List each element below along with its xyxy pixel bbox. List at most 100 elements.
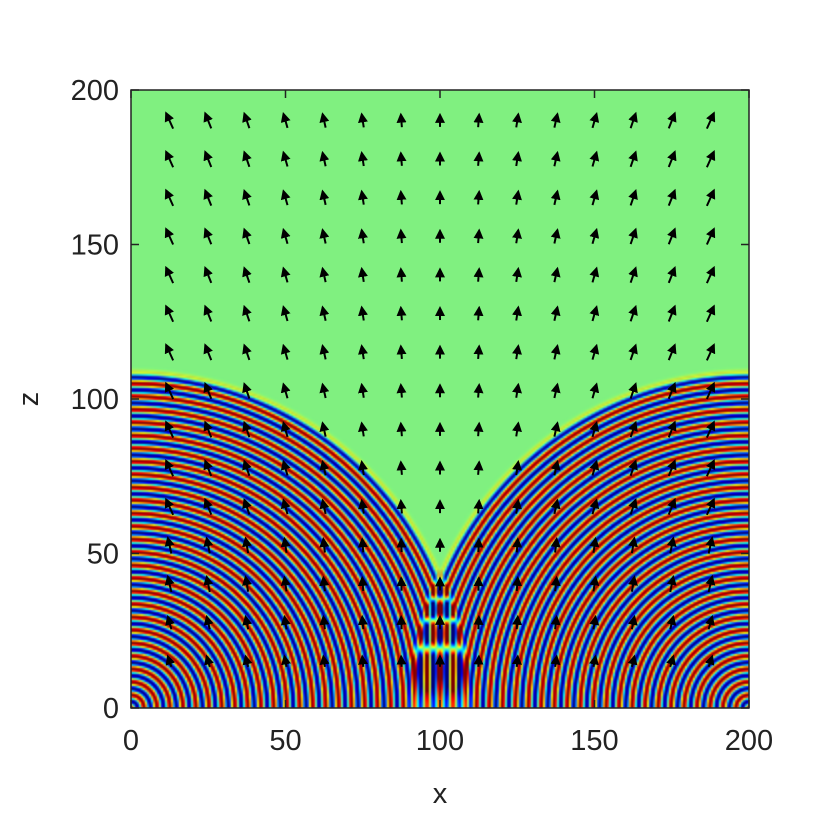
quiver-arrow <box>667 459 677 477</box>
quiver-arrow <box>319 343 330 360</box>
quiver-arrow <box>473 112 484 128</box>
quiver-arrow <box>628 266 638 283</box>
quiver-arrow <box>589 498 600 515</box>
y-tick-label: 0 <box>103 693 119 725</box>
quiver-arrow <box>358 228 368 244</box>
quiver-arrow <box>589 536 600 553</box>
quiver-arrows <box>164 111 716 668</box>
quiver-arrow <box>203 536 214 554</box>
quiver-arrow <box>242 575 252 592</box>
quiver-arrow <box>550 112 561 128</box>
quiver-arrow <box>628 111 638 129</box>
quiver-arrow <box>512 266 522 283</box>
quiver-arrow <box>281 654 291 668</box>
quiver-arrow <box>628 189 638 206</box>
quiver-arrow <box>280 111 291 129</box>
quiver-arrow <box>358 654 368 667</box>
quiver-arrow <box>319 150 330 167</box>
x-tick-label: 100 <box>416 725 464 757</box>
quiver-arrow <box>512 305 522 321</box>
quiver-arrow <box>164 265 175 284</box>
quiver-arrow <box>357 537 368 553</box>
y-axis-label: z <box>13 392 45 407</box>
quiver-arrow <box>705 188 716 207</box>
quiver-arrow <box>512 421 522 437</box>
quiver-arrow <box>473 460 484 475</box>
quiver-arrow <box>550 575 561 592</box>
quiver-arrow <box>628 227 638 245</box>
y-tick-label: 150 <box>71 230 119 262</box>
y-tick-label: 200 <box>71 75 119 107</box>
quiver-arrow <box>396 576 407 591</box>
quiver-arrow <box>396 228 407 244</box>
quiver-arrow <box>667 111 677 129</box>
quiver-arrow <box>473 498 484 514</box>
quiver-arrow <box>705 343 716 361</box>
quiver-arrow <box>512 189 522 205</box>
quiver-arrow <box>627 614 638 630</box>
quiver-arrow <box>203 459 213 477</box>
quiver-arrow <box>705 265 716 284</box>
quiver-arrow <box>203 381 213 400</box>
quiver-arrow <box>550 498 561 515</box>
quiver-arrow <box>589 189 600 206</box>
quiver-arrow <box>550 537 561 553</box>
quiver-arrow <box>473 654 484 667</box>
quiver-arrow <box>396 189 407 205</box>
quiver-arrow <box>319 421 330 437</box>
quiver-arrow <box>512 112 522 128</box>
quiver-arrow <box>319 459 330 476</box>
quiver-arrow <box>667 497 677 516</box>
quiver-arrow <box>628 575 638 592</box>
quiver-arrow <box>589 305 600 322</box>
quiver-arrow <box>473 576 484 591</box>
quiver-arrow <box>164 574 175 593</box>
quiver-arrow <box>203 497 213 516</box>
y-tick-label: 100 <box>71 384 119 416</box>
quiver-arrow <box>628 459 638 477</box>
quiver-arrow <box>319 305 330 321</box>
quiver-arrow <box>396 383 407 398</box>
quiver-arrow <box>164 497 175 516</box>
quiver-arrow <box>165 654 176 668</box>
quiver-arrow <box>319 266 330 283</box>
quiver-arrow <box>203 343 213 361</box>
quiver-arrow <box>165 614 175 630</box>
quiver-arrow <box>550 382 561 399</box>
quiver-arrow <box>280 189 291 206</box>
quiver-arrow <box>280 575 291 592</box>
quiver-arrow <box>319 498 330 515</box>
quiver-arrow <box>358 305 368 321</box>
quiver-arrow <box>164 420 175 439</box>
quiver-arrow <box>473 151 484 166</box>
y-tick-label: 50 <box>87 539 119 571</box>
quiver-arrow <box>357 614 368 630</box>
quiver-arrow <box>319 228 330 244</box>
quiver-arrow <box>473 267 484 282</box>
quiver-arrow <box>280 536 291 553</box>
quiver-arrow <box>319 382 330 399</box>
quiver-arrow <box>589 111 600 129</box>
quiver-arrow <box>705 420 716 439</box>
quiver-arrow <box>512 382 522 398</box>
quiver-arrow <box>242 304 252 322</box>
quiver-arrow <box>242 111 252 129</box>
quiver-arrow <box>666 536 677 554</box>
quiver-arrow <box>628 498 638 515</box>
quiver-arrow <box>589 459 600 476</box>
quiver-arrow <box>203 420 213 438</box>
quiver-arrow <box>667 304 677 322</box>
quiver-arrow <box>396 498 407 514</box>
quiver-arrow <box>280 227 291 245</box>
quiver-arrow <box>358 151 368 167</box>
quiver-arrow <box>203 111 213 129</box>
quiver-arrow <box>705 458 716 477</box>
quiver-arrow <box>358 344 368 360</box>
quiver-arrow <box>589 575 600 592</box>
x-tick-label: 50 <box>269 725 301 757</box>
quiver-arrow <box>550 189 561 206</box>
quiver-arrow <box>164 111 175 130</box>
quiver-arrow <box>512 654 522 667</box>
quiver-arrow <box>319 112 330 128</box>
